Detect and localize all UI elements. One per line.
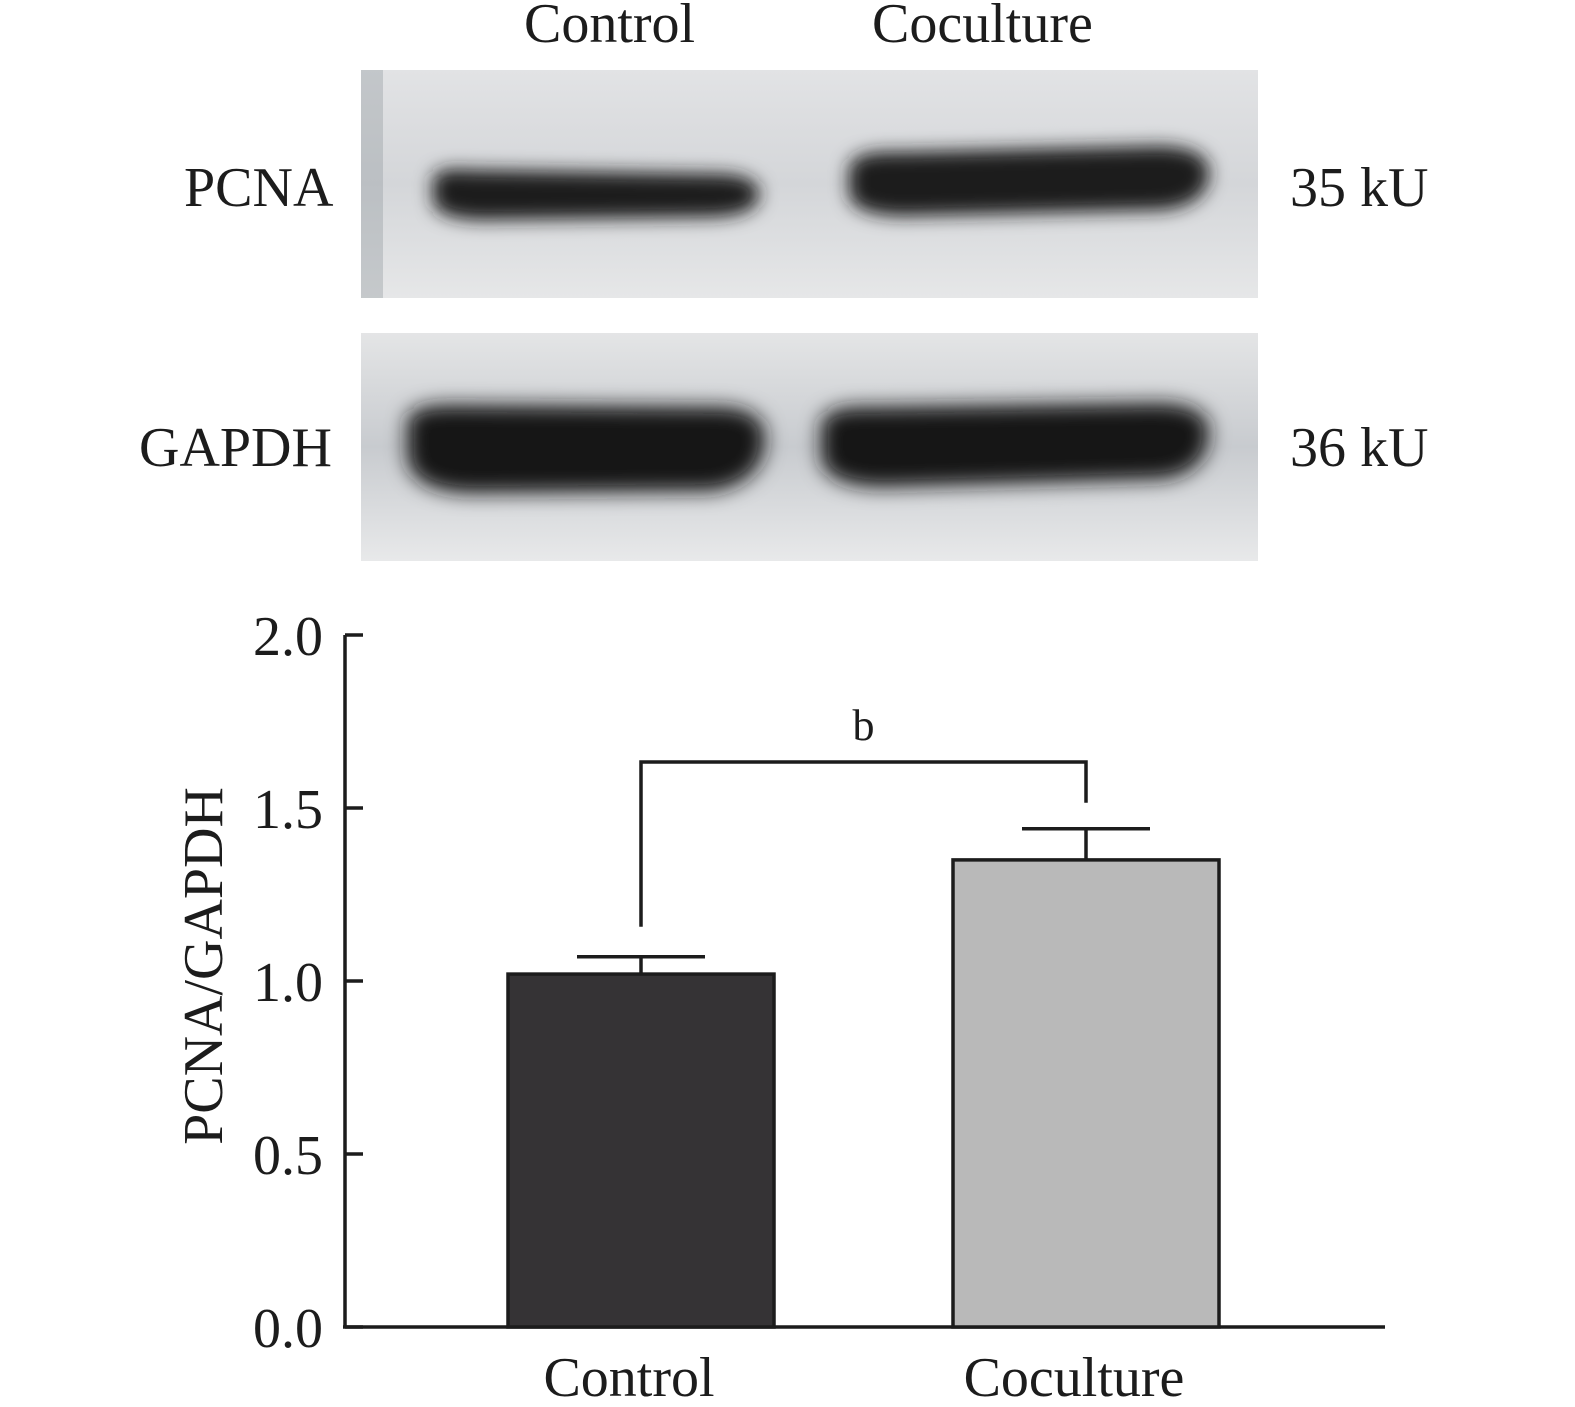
- blot-size-label-pcna: 35 kU: [1290, 157, 1429, 219]
- x-tick-label: Coculture: [964, 1347, 1185, 1407]
- y-tick-label: 1.0: [253, 952, 323, 1014]
- y-tick-label: 0.0: [253, 1298, 323, 1360]
- bar: [951, 858, 1221, 1329]
- blot-band-gapdh-coculture: [821, 403, 1209, 487]
- blot-protein-label-pcna: PCNA: [184, 157, 334, 219]
- blot-band-gapdh-control: [407, 404, 765, 493]
- y-axis-label: PCNA/GAPDH: [173, 787, 235, 1145]
- bar: [506, 972, 776, 1329]
- blot-band-pcna-control: [432, 169, 760, 220]
- significance-label: b: [853, 701, 875, 750]
- blot-band-pcna-coculture: [849, 146, 1209, 216]
- y-tick-label: 2.0: [253, 606, 323, 668]
- blot-image-pcna: [361, 70, 1258, 298]
- blot-lane-label-coculture: Coculture: [872, 0, 1093, 55]
- y-tick-label: 0.5: [253, 1125, 323, 1187]
- y-tick-label: 1.5: [253, 779, 323, 841]
- significance-bracket: [639, 760, 1088, 927]
- x-tick-label: Control: [543, 1347, 714, 1407]
- chart-annotations: b: [639, 701, 1088, 927]
- blot-image-gapdh: [361, 333, 1258, 561]
- chart-bars: Control Coculture: [506, 827, 1221, 1407]
- blot-protein-label-gapdh: GAPDH: [139, 417, 332, 479]
- blot-lane-label-control: Control: [524, 0, 696, 55]
- blot-size-label-gapdh: 36 kU: [1290, 417, 1429, 479]
